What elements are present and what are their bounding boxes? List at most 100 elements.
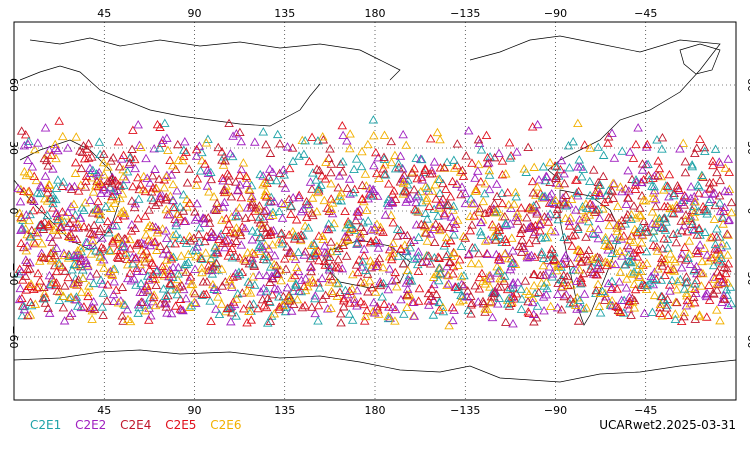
observation-marker <box>615 246 625 255</box>
observation-marker <box>483 157 494 167</box>
observation-marker <box>643 170 654 180</box>
observation-marker <box>695 240 705 249</box>
observation-marker <box>250 137 260 146</box>
observation-marker <box>708 253 719 262</box>
observation-marker <box>402 230 413 240</box>
observation-marker <box>217 281 228 290</box>
observation-marker <box>91 246 101 255</box>
observation-marker <box>282 282 293 292</box>
observation-marker <box>30 238 40 248</box>
observation-marker <box>704 178 715 187</box>
observation-marker <box>532 119 543 129</box>
observation-marker <box>344 227 354 236</box>
observation-marker <box>536 233 547 242</box>
observation-marker <box>53 145 63 155</box>
lat-tick-right: −60 <box>745 325 750 348</box>
observation-marker <box>682 295 693 305</box>
observation-marker <box>379 130 390 139</box>
observation-marker <box>398 178 409 188</box>
observation-marker <box>249 260 259 269</box>
observation-marker <box>156 138 167 147</box>
observation-marker <box>185 272 196 281</box>
observation-marker <box>130 252 141 261</box>
observation-marker <box>573 118 583 128</box>
observation-marker <box>369 308 380 317</box>
observation-marker <box>656 222 667 232</box>
observation-marker <box>492 191 502 201</box>
observation-marker <box>410 204 420 214</box>
observation-marker <box>104 245 115 254</box>
observation-marker <box>171 229 181 238</box>
observation-marker <box>325 246 336 256</box>
observation-marker <box>157 261 168 271</box>
observation-marker <box>144 315 154 324</box>
observation-marker <box>69 199 79 208</box>
observation-marker <box>59 316 70 325</box>
observation-marker <box>51 280 61 290</box>
observation-marker <box>88 297 99 306</box>
observation-marker <box>203 213 213 222</box>
observation-marker <box>694 182 705 191</box>
observation-marker <box>420 164 430 173</box>
observation-marker <box>570 230 580 239</box>
observation-marker <box>178 151 189 160</box>
observation-marker <box>79 302 89 311</box>
observation-marker <box>503 253 514 263</box>
observation-marker <box>281 302 291 311</box>
observation-marker <box>39 194 50 203</box>
observation-marker <box>606 258 617 267</box>
observation-marker <box>238 158 249 167</box>
observation-marker <box>434 305 445 314</box>
observation-marker <box>630 284 641 294</box>
observation-marker <box>243 277 254 286</box>
observation-marker <box>353 267 363 277</box>
observation-marker <box>45 232 55 241</box>
observation-marker <box>576 257 586 266</box>
observation-marker <box>16 266 27 276</box>
observation-marker <box>429 157 440 166</box>
observation-marker <box>227 253 238 262</box>
observation-marker <box>682 291 692 300</box>
observation-marker <box>245 252 255 261</box>
observation-marker <box>363 194 373 203</box>
observation-marker <box>642 280 653 290</box>
observation-marker <box>274 237 284 246</box>
observation-marker <box>293 247 304 256</box>
observation-marker <box>690 284 700 293</box>
observation-marker <box>547 272 557 281</box>
observation-marker <box>444 222 455 231</box>
observation-marker <box>722 229 732 238</box>
observation-marker <box>676 253 686 263</box>
observation-marker <box>386 136 396 146</box>
observation-marker <box>74 250 85 259</box>
observation-marker <box>204 187 214 196</box>
observation-marker <box>501 237 512 247</box>
observation-marker <box>232 185 243 195</box>
observation-marker <box>101 201 111 211</box>
observation-marker <box>63 207 73 216</box>
observation-marker <box>207 265 217 274</box>
lat-tick-left: 0 <box>7 208 20 215</box>
observation-marker <box>434 253 445 262</box>
observation-marker <box>632 227 643 237</box>
observation-marker <box>290 270 300 280</box>
observation-marker <box>366 225 376 234</box>
observation-marker <box>278 165 289 174</box>
observation-marker <box>294 151 304 160</box>
observation-marker <box>564 221 575 230</box>
observation-marker <box>607 248 617 257</box>
observation-marker <box>131 280 141 289</box>
observation-marker <box>679 284 690 293</box>
observation-marker <box>679 220 690 230</box>
observation-marker <box>254 246 265 255</box>
observation-marker <box>80 182 91 191</box>
observation-marker <box>716 253 727 262</box>
observation-marker <box>81 171 92 180</box>
observation-marker <box>71 132 82 141</box>
observation-marker <box>120 250 130 259</box>
observation-marker <box>67 265 77 274</box>
observation-marker <box>510 259 521 268</box>
observation-marker <box>235 180 245 189</box>
observation-marker <box>189 297 200 307</box>
observation-marker <box>347 284 357 293</box>
